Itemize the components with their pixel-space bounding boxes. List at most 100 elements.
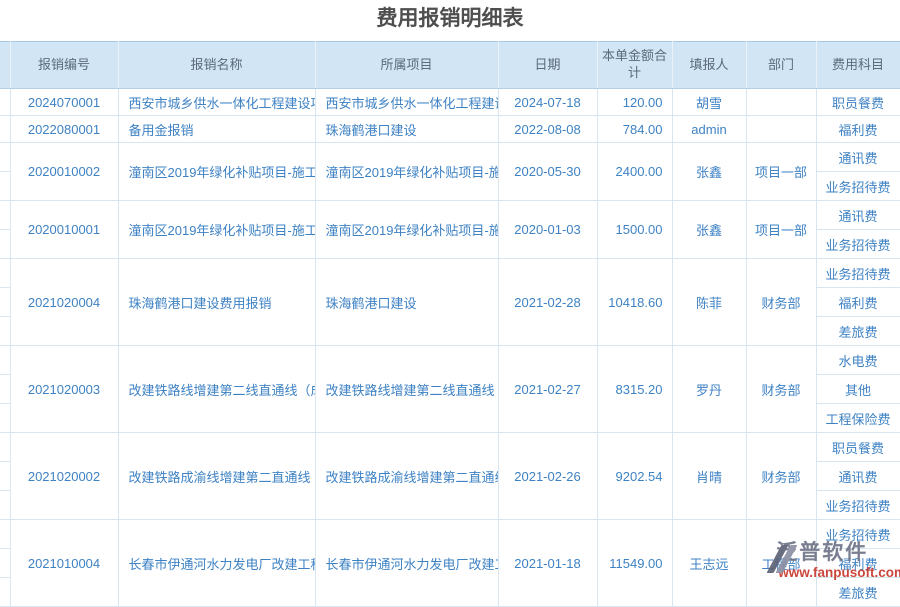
table-header-row: 报销编号 报销名称 所属项目 日期 本单金额合计 填报人 部门 费用科目 <box>0 41 900 89</box>
column-header-spacer <box>0 41 11 89</box>
page-title: 费用报销明细表 <box>376 7 524 30</box>
table-subrow: 业务招待费 <box>0 490 900 520</box>
row-spacer-cell <box>0 577 11 607</box>
cell-filler: admin <box>671 115 747 143</box>
cell-id[interactable]: 2021010004 <box>9 519 119 607</box>
row-spacer-cell <box>0 115 11 143</box>
row-spacer-cell <box>0 432 11 462</box>
cell-subject: 福利费 <box>815 548 900 578</box>
cell-name: 珠海鹤港口建设费用报销 <box>117 258 316 346</box>
cell-id[interactable]: 2020010002 <box>9 142 119 201</box>
table-row: 2021020003 改建铁路线增建第二线直通线（成 改建铁路线增建第二线直通线… <box>0 345 900 433</box>
row-spacer-cell <box>0 490 11 520</box>
table-subrow: 业务招待费 <box>0 229 900 259</box>
cell-subject: 通讯费 <box>815 461 900 491</box>
column-header-date: 日期 <box>498 41 598 89</box>
cell-subject: 工程保险费 <box>815 403 900 433</box>
cell-filler: 张鑫 <box>671 142 747 201</box>
cell-subject: 水电费 <box>815 345 900 375</box>
cell-dept: 财务部 <box>745 258 817 346</box>
cell-dept: 财务部 <box>745 345 817 433</box>
cell-subject: 差旅费 <box>815 316 900 346</box>
cell-name: 西安市城乡供水一体化工程建设项目 <box>117 88 316 116</box>
column-header-id: 报销编号 <box>10 41 119 89</box>
table-subrow: 差旅费 <box>0 316 900 346</box>
column-header-project: 所属项目 <box>315 41 499 89</box>
table-subrow: 工程保险费 <box>0 403 900 433</box>
cell-amount: 2400.00 <box>596 142 673 201</box>
row-spacer-cell <box>0 548 11 578</box>
cell-subject: 业务招待费 <box>815 229 900 259</box>
cell-date: 2020-05-30 <box>497 142 598 201</box>
cell-amount: 10418.60 <box>596 258 673 346</box>
cell-subject: 福利费 <box>815 115 900 143</box>
row-spacer-cell <box>0 171 11 201</box>
cell-date: 2024-07-18 <box>497 88 598 116</box>
cell-project: 西安市城乡供水一体化工程建设项目 <box>314 88 499 116</box>
cell-subject: 业务招待费 <box>815 490 900 520</box>
cell-name: 潼南区2019年绿化补贴项目-施工 <box>117 200 316 259</box>
row-spacer-cell <box>0 287 11 317</box>
row-spacer-cell <box>0 461 11 491</box>
table-row: 2020010002 潼南区2019年绿化补贴项目-施工 潼南区2019年绿化补… <box>0 142 900 201</box>
cell-id[interactable]: 2020010001 <box>9 200 119 259</box>
cell-id[interactable]: 2021020003 <box>9 345 119 433</box>
cell-filler: 陈菲 <box>671 258 747 346</box>
cell-id[interactable]: 2022080001 <box>9 115 119 143</box>
cell-name: 备用金报销 <box>117 115 316 143</box>
row-spacer-cell <box>0 200 11 230</box>
row-spacer-cell <box>0 403 11 433</box>
cell-subject: 通讯费 <box>815 200 900 230</box>
cell-dept <box>745 115 817 143</box>
cell-id[interactable]: 2024070001 <box>9 88 119 116</box>
cell-project: 改建铁路成渝线增建第二直通线 <box>314 432 499 520</box>
cell-project: 改建铁路线增建第二线直通线（成 <box>314 345 499 433</box>
cell-filler: 胡雪 <box>671 88 747 116</box>
cell-subject: 职员餐费 <box>815 432 900 462</box>
cell-id[interactable]: 2021020004 <box>9 258 119 346</box>
cell-dept: 项目一部 <box>745 142 817 201</box>
table-subrow: 通讯费 <box>0 461 900 491</box>
cell-subject: 福利费 <box>815 287 900 317</box>
table-row: 2021020002 改建铁路成渝线增建第二直通线 改建铁路成渝线增建第二直通线… <box>0 432 900 520</box>
column-header-dept: 部门 <box>746 41 817 89</box>
cell-name: 改建铁路线增建第二线直通线（成 <box>117 345 316 433</box>
cell-subject: 通讯费 <box>815 142 900 172</box>
cell-dept: 工程部 <box>745 519 817 607</box>
table-subrow: 福利费 <box>0 548 900 578</box>
row-spacer-cell <box>0 519 11 549</box>
table-subrow: 其他 <box>0 374 900 404</box>
cell-project: 潼南区2019年绿化补贴项目-施工 <box>314 142 499 201</box>
table-subrow: 福利费 <box>0 287 900 317</box>
cell-filler: 王志远 <box>671 519 747 607</box>
cell-amount: 1500.00 <box>596 200 673 259</box>
row-spacer-cell <box>0 316 11 346</box>
cell-subject: 业务招待费 <box>815 171 900 201</box>
row-spacer-cell <box>0 258 11 288</box>
cell-date: 2021-01-18 <box>497 519 598 607</box>
cell-filler: 肖晴 <box>671 432 747 520</box>
cell-amount: 11549.00 <box>596 519 673 607</box>
cell-project: 潼南区2019年绿化补贴项目-施工 <box>314 200 499 259</box>
cell-amount: 784.00 <box>596 115 673 143</box>
cell-amount: 8315.20 <box>596 345 673 433</box>
cell-dept: 项目一部 <box>745 200 817 259</box>
cell-date: 2020-01-03 <box>497 200 598 259</box>
row-spacer-cell <box>0 142 11 172</box>
cell-date: 2022-08-08 <box>497 115 598 143</box>
row-spacer-cell <box>0 229 11 259</box>
table-row: 2021010004 长春市伊通河水力发电厂改建工程 长春市伊通河水力发电厂改建… <box>0 519 900 607</box>
cell-subject: 职员餐费 <box>815 88 900 116</box>
table-row: 2024070001 西安市城乡供水一体化工程建设项目 西安市城乡供水一体化工程… <box>0 88 900 116</box>
table-row: 2021020004 珠海鹤港口建设费用报销 珠海鹤港口建设 2021-02-2… <box>0 258 900 346</box>
cell-id[interactable]: 2021020002 <box>9 432 119 520</box>
cell-filler: 张鑫 <box>671 200 747 259</box>
cell-dept <box>745 88 817 116</box>
cell-project: 长春市伊通河水力发电厂改建工程 <box>314 519 499 607</box>
cell-dept: 财务部 <box>745 432 817 520</box>
column-header-subject: 费用科目 <box>816 41 900 89</box>
column-header-filler: 填报人 <box>672 41 747 89</box>
column-header-name: 报销名称 <box>118 41 316 89</box>
cell-project: 珠海鹤港口建设 <box>314 258 499 346</box>
cell-subject: 其他 <box>815 374 900 404</box>
